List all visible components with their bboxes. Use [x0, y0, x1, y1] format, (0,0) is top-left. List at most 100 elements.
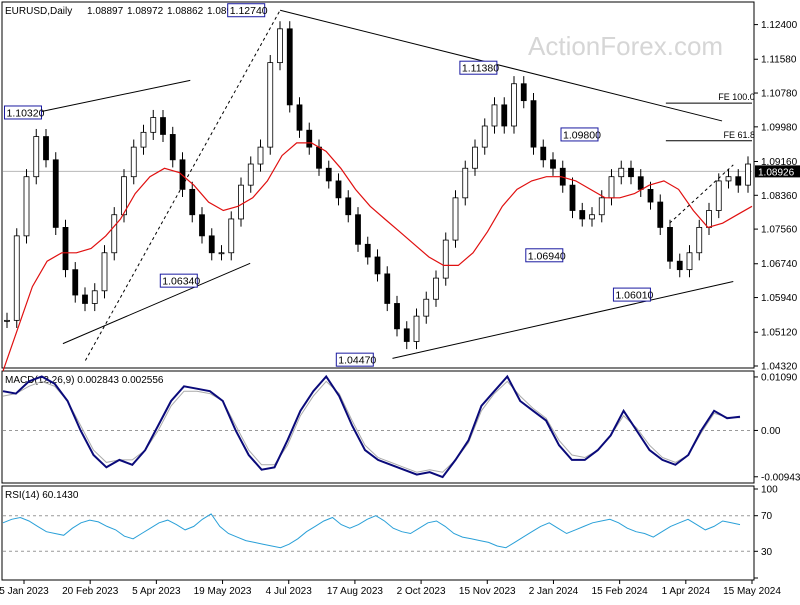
- candle-body: [4, 319, 10, 322]
- price-series-layer: [2, 21, 753, 372]
- watermark: ActionForex.com: [528, 31, 723, 61]
- price-y-tick-label: 1.09980: [761, 122, 798, 133]
- pivot-label-box: [459, 60, 498, 75]
- pivot-label-box: [612, 287, 651, 302]
- pivot-label-box: [159, 273, 198, 288]
- ohlc-high: 1.08972: [127, 6, 164, 17]
- candle-body: [745, 163, 751, 186]
- pivot-label: 1.06340: [162, 276, 200, 288]
- candle-body: [121, 176, 127, 216]
- price-y-tick-label: 1.12400: [761, 20, 798, 31]
- x-tick-label: 5 Apr 2023: [132, 586, 181, 597]
- candle-body: [140, 131, 147, 148]
- candle-body: [667, 227, 673, 262]
- current-price-tag: [755, 165, 800, 178]
- x-tick-label: 4 Jul 2023: [266, 586, 313, 597]
- candle-body: [725, 176, 732, 182]
- candle-body: [101, 252, 108, 292]
- trendline-layer: FE 100.0 FE 61.8: [36, 9, 755, 361]
- fe-100-label: FE 100.0: [718, 92, 755, 102]
- x-tick-label: 1 Apr 2024: [662, 586, 711, 597]
- candle-body: [628, 167, 634, 178]
- candle-body: [374, 256, 381, 275]
- candle-body: [296, 104, 303, 131]
- candle-body: [501, 104, 508, 127]
- candle-body: [384, 273, 391, 304]
- candle-body: [589, 214, 595, 220]
- price-y-tick-label: 1.09160: [761, 157, 798, 168]
- candle-body: [491, 104, 498, 127]
- candle-body: [442, 239, 449, 279]
- macd-y-tick-label: 0.01090: [761, 372, 798, 383]
- candle-body: [579, 210, 586, 220]
- macd-title: MACD(12,26,9) 0.002843 0.002556: [5, 375, 164, 386]
- candle-body: [696, 227, 703, 254]
- pivot-label: 1.06010: [615, 290, 653, 302]
- dashed-rally-line: [84, 9, 281, 361]
- candle-body: [91, 290, 98, 304]
- pivot-label: 1.09800: [563, 129, 601, 141]
- candle-body: [452, 197, 459, 241]
- pivot-label: 1.06940: [528, 250, 566, 262]
- price-y-tick-label: 1.11580: [761, 55, 797, 66]
- candle-body: [394, 303, 400, 330]
- candle-body: [33, 136, 40, 178]
- candle-body: [218, 252, 225, 255]
- candle-body: [364, 243, 371, 258]
- rsi-y-tick-label: 30: [761, 547, 773, 558]
- candle-body: [715, 180, 722, 211]
- candle-body: [169, 134, 176, 161]
- rsi-layer: [2, 513, 752, 552]
- candle-body: [208, 235, 215, 254]
- upper-triangle-line: [280, 9, 723, 122]
- candle-body: [62, 227, 69, 271]
- candle-body: [316, 146, 322, 169]
- candle-body: [199, 214, 205, 237]
- rsi-y-tick-label: 70: [761, 511, 773, 522]
- candle-body: [550, 159, 556, 169]
- axis-layer: 1.12400 1.11580 1.10780 1.09980 1.09160 1.083…: [0, 20, 800, 597]
- pivot-label-box: [335, 352, 374, 367]
- upper-channel-line: [36, 79, 191, 113]
- candle-body: [520, 83, 527, 102]
- rsi-panel: [1, 485, 755, 581]
- candle-body: [23, 176, 30, 237]
- candle-body: [598, 197, 605, 216]
- price-title: EURUSD,Daily: [5, 6, 72, 17]
- moving-average-line: [2, 142, 753, 372]
- price-panel: [1, 1, 755, 369]
- candle-body: [608, 176, 615, 199]
- macd-signal-line: [2, 380, 741, 473]
- pivot-label-box: [560, 127, 599, 142]
- candle-body: [228, 218, 235, 254]
- candle-body: [540, 146, 547, 161]
- candle-body: [247, 163, 254, 186]
- candle-body: [423, 298, 430, 317]
- candle-body: [189, 188, 196, 216]
- candle-body: [433, 277, 439, 300]
- candle-body: [257, 146, 264, 165]
- candle-body: [13, 235, 20, 321]
- candle-body: [530, 100, 537, 148]
- price-y-tick-label: 1.08360: [761, 191, 798, 202]
- ohlc-open: 1.08897: [87, 6, 124, 17]
- rsi-y-tick-label: 100: [761, 485, 778, 496]
- candle-body: [111, 214, 118, 254]
- macd-y-tick-label: 0.00: [761, 426, 781, 437]
- pivot-label: 1.04470: [338, 355, 376, 367]
- candle-body: [511, 83, 517, 127]
- candle-body: [676, 260, 683, 271]
- pivot-label-box: [3, 105, 42, 120]
- candle-body: [472, 146, 478, 169]
- macd-y-tick-label: -0.009435: [761, 472, 800, 483]
- candle-body: [286, 28, 293, 106]
- x-tick-label: 15 Nov 2023: [459, 586, 516, 597]
- candle-body: [72, 269, 79, 296]
- candle-body: [735, 176, 742, 186]
- candle-body: [52, 159, 59, 228]
- rsi-line: [2, 513, 741, 549]
- candle-body: [355, 214, 361, 245]
- ohlc-low: 1.08862: [167, 6, 204, 17]
